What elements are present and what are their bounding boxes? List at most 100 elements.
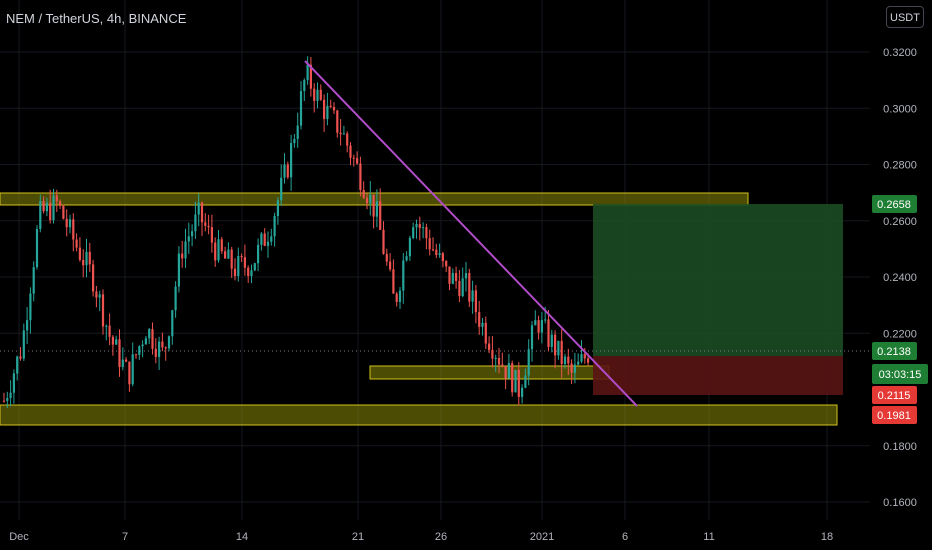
candle-body xyxy=(35,229,39,268)
candle-body xyxy=(111,336,114,345)
candle-body xyxy=(547,319,550,347)
candle-body xyxy=(405,256,408,261)
candle-body xyxy=(382,229,385,254)
stop-loss-zone xyxy=(593,356,843,395)
candle-body xyxy=(247,267,250,277)
candle-body xyxy=(309,64,312,89)
candle-body xyxy=(461,278,464,297)
countdown-badge xyxy=(872,364,928,384)
long-position-tool[interactable] xyxy=(593,204,843,395)
candle-body xyxy=(293,138,296,144)
candle-body xyxy=(329,105,332,107)
candle-body xyxy=(451,272,454,284)
candle-body xyxy=(187,236,190,242)
candle-body xyxy=(197,202,200,215)
candle-body xyxy=(85,251,88,266)
candle-body xyxy=(144,338,147,345)
y-tick-label: 0.1800 xyxy=(883,441,917,453)
candle-body xyxy=(95,291,98,298)
candle-body xyxy=(128,361,131,385)
current-price-badge xyxy=(872,342,917,360)
candle-body xyxy=(75,239,78,248)
candle-body xyxy=(567,356,570,364)
y-tick-label: 0.3200 xyxy=(883,47,917,59)
candle-body xyxy=(389,261,392,270)
candle-body xyxy=(550,334,553,347)
x-tick-label: 21 xyxy=(352,531,364,543)
candle-body xyxy=(62,205,65,219)
downtrend-line[interactable] xyxy=(304,60,638,407)
x-tick-label: 2021 xyxy=(530,531,554,543)
candle-body xyxy=(557,340,560,356)
candle-body xyxy=(441,253,444,262)
candle-body xyxy=(108,325,111,337)
support-resistance-zones xyxy=(0,192,838,426)
candle-body xyxy=(42,200,45,212)
candle-body xyxy=(250,270,253,277)
candle-body xyxy=(125,359,128,362)
candle-body xyxy=(273,215,276,237)
candle-body xyxy=(464,273,468,279)
price-labels: 0.2658 0.2138 03:03:15 0.2115 0.1981 xyxy=(872,195,928,424)
candle-body xyxy=(26,320,29,331)
candle-body xyxy=(161,341,164,348)
candle-body xyxy=(154,348,157,357)
candle-body xyxy=(290,143,293,178)
x-tick-label: 7 xyxy=(122,531,128,543)
currency-button[interactable]: USDT xyxy=(886,6,924,28)
candle-body xyxy=(194,214,197,232)
candle-body xyxy=(359,163,362,190)
candle-body xyxy=(59,201,62,206)
candle-body xyxy=(534,320,537,326)
candle-body xyxy=(52,195,55,221)
candle-body xyxy=(6,398,9,402)
candle-body xyxy=(336,110,339,133)
profit-target-zone xyxy=(593,204,843,356)
x-tick-label: Dec xyxy=(9,531,29,543)
candle-body xyxy=(481,322,484,327)
candle-body xyxy=(92,264,95,292)
candle-body xyxy=(455,272,458,281)
candle-body xyxy=(530,325,534,350)
symbol-title[interactable]: NEM / TetherUS, 4h, BINANCE xyxy=(6,11,187,26)
candle-body xyxy=(577,361,580,365)
candle-body xyxy=(65,218,68,228)
candle-body xyxy=(431,249,435,251)
candle-body xyxy=(22,330,25,359)
candle-body xyxy=(16,356,19,374)
candle-body xyxy=(286,164,289,178)
candle-body xyxy=(243,257,246,268)
candle-body xyxy=(478,312,481,327)
price-axis[interactable]: 0.3200 0.3000 0.2800 0.2600 0.2400 0.2200 0.18… xyxy=(883,47,917,509)
time-axis[interactable]: Dec 7 14 21 26 2021 6 11 18 xyxy=(9,531,833,543)
candle-body xyxy=(349,145,352,158)
candle-body xyxy=(468,273,471,302)
candle-body xyxy=(346,133,349,146)
candle-body xyxy=(263,233,266,246)
candle-body xyxy=(220,239,223,252)
candle-body xyxy=(544,319,547,321)
countdown-label: 03:03:15 xyxy=(879,369,922,381)
candle-body xyxy=(167,336,171,349)
x-tick-label: 11 xyxy=(703,531,714,543)
candle-body xyxy=(233,268,237,277)
candle-body xyxy=(224,251,227,259)
candle-body xyxy=(101,294,105,327)
candle-body xyxy=(488,343,491,350)
candle-body xyxy=(511,363,514,393)
candle-body xyxy=(563,356,567,364)
candle-body xyxy=(570,363,573,373)
candle-body xyxy=(412,227,415,238)
candle-body xyxy=(204,222,207,226)
candle-body xyxy=(458,280,461,297)
candle-body xyxy=(138,346,141,355)
candle-body xyxy=(227,249,230,259)
candle-body xyxy=(422,227,425,229)
candle-body xyxy=(524,375,527,388)
candle-body xyxy=(171,310,174,337)
candle-body xyxy=(501,364,504,367)
candle-body xyxy=(105,325,108,327)
candle-body xyxy=(230,249,233,269)
candle-body xyxy=(438,253,441,255)
